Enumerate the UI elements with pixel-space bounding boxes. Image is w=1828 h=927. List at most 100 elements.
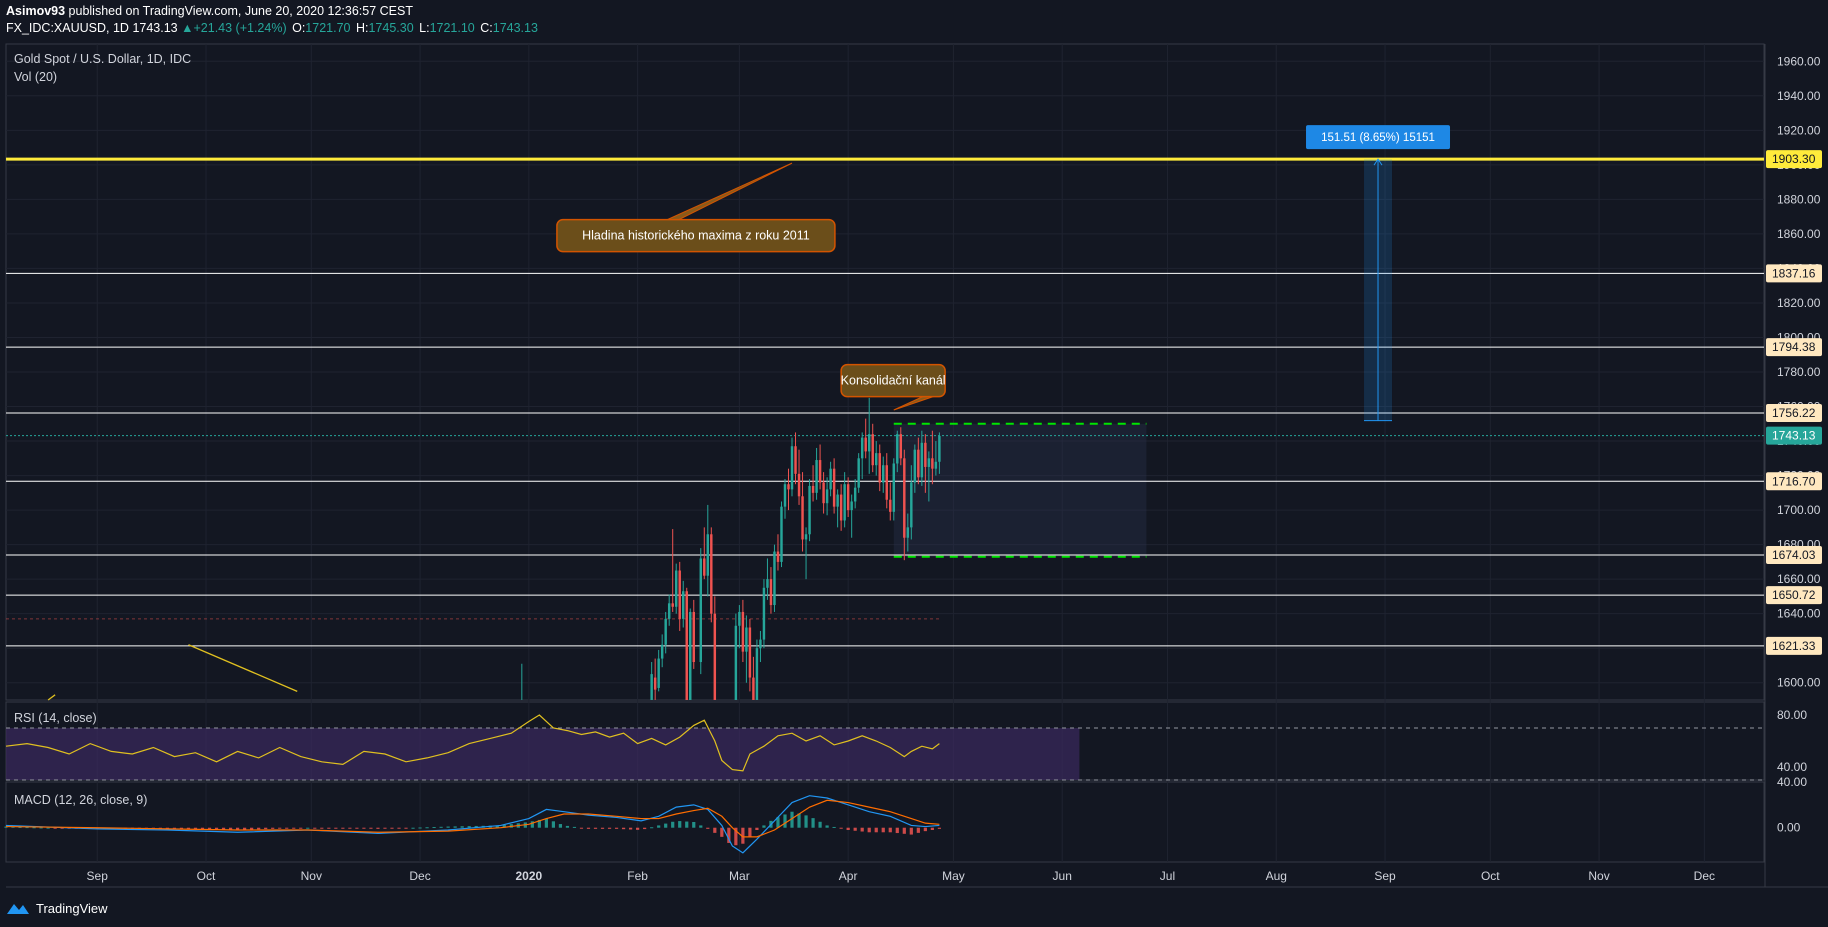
macd-hist-bar — [348, 827, 352, 829]
macd-hist-bar — [657, 825, 661, 828]
time-tick-label: Oct — [1481, 869, 1500, 883]
brand-text: TradingView — [36, 900, 108, 916]
macd-hist-bar — [909, 827, 913, 835]
price-tick-label: 1660.00 — [1777, 572, 1821, 586]
price-level-tag — [1766, 636, 1822, 655]
footer-brand[interactable]: TradingView — [6, 897, 108, 919]
macd-hist-bar — [257, 827, 261, 830]
candle-body — [713, 613, 717, 700]
candle-body — [920, 442, 924, 478]
low-label: L: — [419, 21, 430, 35]
macd-label: MACD (12, 26, close, 9) — [14, 793, 148, 807]
high-label: H: — [355, 21, 369, 35]
candle-body — [917, 449, 920, 478]
macd-tick-label: 0.00 — [1777, 821, 1801, 835]
symbol-label[interactable]: FX_IDC:XAUUSD, 1D — [6, 21, 129, 35]
candle-body — [790, 446, 794, 490]
time-tick-label: Dec — [409, 869, 430, 883]
candle-body — [685, 591, 688, 700]
candle-body — [759, 639, 762, 649]
macd-hist-bar — [593, 827, 598, 829]
macd-hist-bar — [355, 827, 359, 829]
macd-hist-bar — [278, 827, 282, 829]
time-tick-label: Mar — [729, 869, 750, 883]
macd-hist-bar — [621, 827, 626, 830]
macd-hist-bar — [544, 818, 548, 828]
candle-body — [871, 434, 874, 466]
macd-hist-bar — [832, 826, 836, 828]
price-tick-label: 1860.00 — [1777, 227, 1821, 241]
candle-body — [797, 473, 801, 497]
candle-body — [934, 461, 938, 469]
candle-body — [692, 611, 695, 663]
macd-hist-bar — [741, 827, 745, 844]
candle-body — [748, 627, 752, 678]
macd-hist-bar — [186, 827, 191, 830]
macd-hist-bar — [846, 827, 850, 830]
price-level-tag — [1766, 426, 1822, 445]
macd-hist-bar — [530, 821, 534, 828]
macd-hist-bar — [558, 824, 563, 828]
macd-hist-bar — [748, 827, 752, 837]
macd-hist-bar — [453, 826, 457, 828]
candle-body — [783, 484, 787, 507]
price-level-tag — [1766, 404, 1822, 423]
macd-hist-bar — [200, 827, 205, 830]
candle-body — [699, 558, 703, 663]
price-level-tag — [1766, 545, 1822, 564]
macd-hist-bar — [235, 827, 240, 830]
macd-hist-bar — [397, 827, 401, 829]
macd-hist-bar — [671, 821, 675, 828]
candle-body — [885, 465, 888, 500]
price-tick-label: 1600.00 — [1777, 676, 1821, 690]
macd-hist-bar — [607, 827, 612, 829]
macd-hist-bar — [18, 826, 22, 828]
rsi-line — [5, 714, 940, 772]
macd-hist-bar — [811, 818, 815, 828]
macd-hist-bar — [341, 827, 345, 829]
macd-hist-bar — [285, 827, 289, 829]
candle-body — [710, 534, 713, 614]
macd-hist-bar — [460, 826, 464, 828]
macd-hist-bar — [250, 827, 254, 830]
macd-hist-bar — [790, 811, 794, 828]
candle-body — [801, 496, 804, 540]
time-tick-label: Aug — [1266, 869, 1287, 883]
candle-body — [682, 591, 685, 619]
candle-body — [678, 570, 681, 619]
candle-body — [896, 434, 899, 464]
time-tick-label: Feb — [627, 869, 648, 883]
macd-hist-bar — [937, 827, 941, 829]
author-name[interactable]: Asimov93 — [6, 4, 66, 18]
macd-hist-bar — [467, 826, 471, 828]
time-tick-label: Apr — [839, 869, 858, 883]
candle-body — [899, 434, 903, 459]
candle-body — [832, 468, 836, 507]
low-value: 1721.10 — [429, 21, 475, 35]
macd-hist-bar — [762, 825, 766, 828]
measure-label-box — [1306, 125, 1451, 150]
macd-hist-bar — [874, 827, 878, 833]
macd-hist-bar — [179, 827, 184, 830]
macd-hist-bar — [860, 827, 864, 832]
macd-line — [5, 795, 940, 854]
candle-body — [874, 453, 878, 466]
price-level-tag — [1766, 150, 1822, 169]
macd-hist-bar — [418, 827, 422, 829]
macd-hist-bar — [713, 827, 717, 833]
time-tick-label: Sep — [1374, 869, 1396, 883]
price-tick-label: 1780.00 — [1777, 365, 1821, 379]
candle-body — [660, 644, 664, 659]
candle-body — [689, 611, 692, 700]
price-level-value: 1837.16 — [1772, 266, 1816, 280]
macd-hist-bar — [495, 825, 499, 828]
macd-hist-bar — [383, 827, 387, 829]
up-arrow-icon: ▲ — [181, 21, 194, 35]
macd-hist-bar — [439, 826, 443, 828]
macd-hist-bar — [334, 827, 338, 829]
time-tick-label: Oct — [197, 869, 216, 883]
candle-body — [653, 677, 657, 690]
macd-hist-bar — [923, 827, 927, 832]
candle-body — [892, 463, 896, 512]
